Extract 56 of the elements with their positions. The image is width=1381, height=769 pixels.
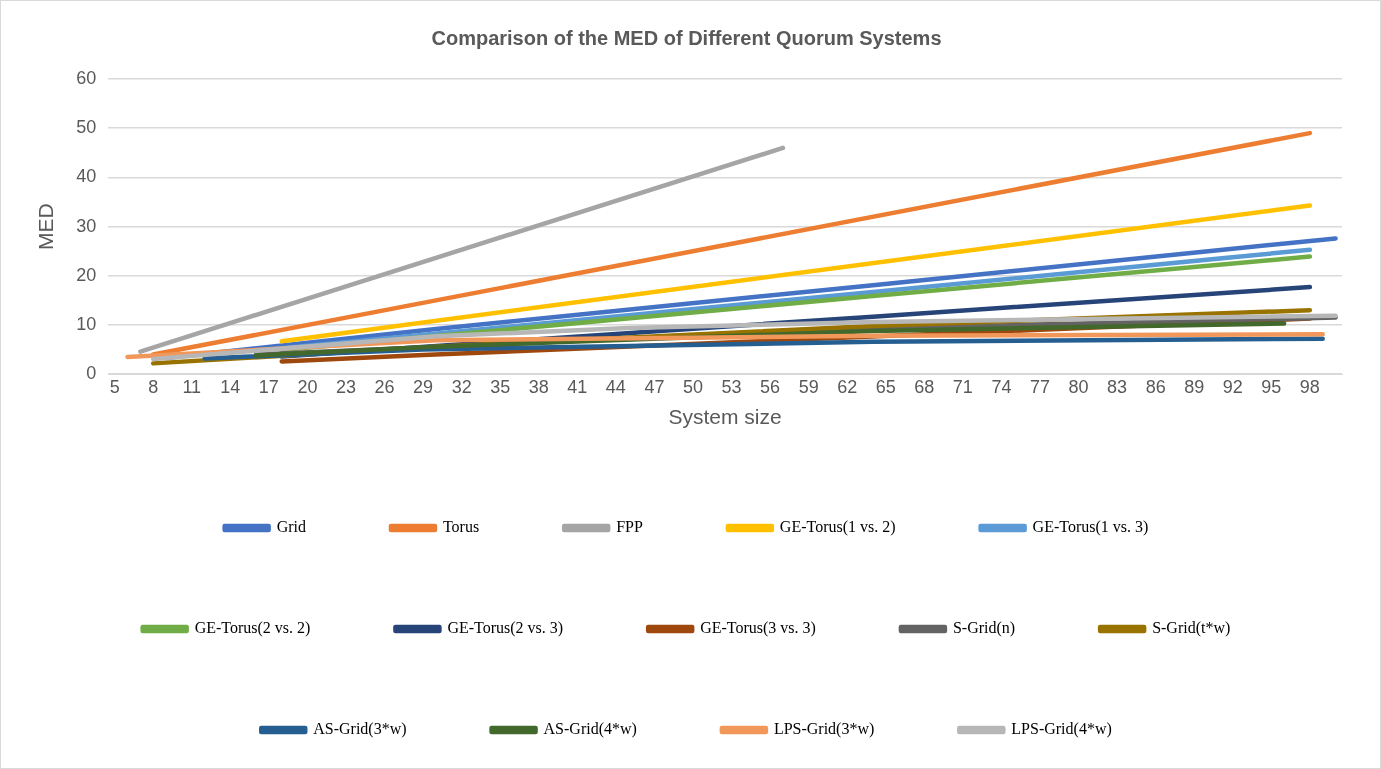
x-tick-label: 62	[837, 376, 858, 397]
x-tick-label: 50	[682, 376, 703, 397]
x-tick-label: 53	[721, 376, 742, 397]
x-tick-label: 68	[914, 376, 935, 397]
x-tick-label: 47	[644, 376, 665, 397]
x-tick-label: 74	[991, 376, 1012, 397]
y-tick-label: 60	[76, 67, 97, 88]
legend-label: LPS-Grid(4*w)	[1011, 720, 1112, 739]
legend-label: Grid	[276, 518, 306, 536]
x-tick-label: 98	[1299, 376, 1320, 397]
x-tick-label: 8	[148, 376, 159, 397]
legend-label: S-Grid(t*w)	[1152, 619, 1231, 638]
legend-label: FPP	[616, 518, 643, 536]
legend-label: AS-Grid(3*w)	[313, 720, 407, 739]
legend-label: LPS-Grid(3*w)	[773, 720, 875, 739]
x-tick-label: 38	[528, 376, 549, 397]
y-tick-label: 20	[76, 264, 97, 285]
x-tick-label: 35	[490, 376, 511, 397]
x-axis-title: System size	[668, 405, 782, 429]
legend-label: S-Grid(n)	[952, 619, 1016, 638]
x-tick-label: 71	[952, 376, 973, 397]
x-tick-label: 65	[875, 376, 896, 397]
chart-title: Comparison of the MED of Different Quorum Systems	[431, 26, 942, 49]
y-tick-label: 0	[86, 363, 97, 384]
x-tick-label: 80	[1068, 376, 1089, 397]
legend-label: GE-Torus(2 vs. 3)	[447, 619, 564, 638]
x-tick-label: 95	[1261, 376, 1282, 397]
x-tick-label: 86	[1145, 376, 1166, 397]
x-tick-label: 59	[798, 376, 819, 397]
x-tick-label: 32	[451, 376, 472, 397]
x-tick-label: 89	[1184, 376, 1205, 397]
x-tick-label: 41	[567, 376, 588, 397]
x-tick-label: 29	[413, 376, 434, 397]
legend-label: AS-Grid(4*w)	[543, 720, 637, 739]
x-tick-label: 11	[182, 376, 202, 397]
x-tick-label: 5	[109, 376, 120, 397]
legend-label: GE-Torus(1 vs. 2)	[779, 518, 896, 537]
legend-label: GE-Torus(2 vs. 2)	[194, 619, 311, 638]
y-axis-title: MED	[34, 203, 58, 250]
x-tick-label: 77	[1029, 376, 1050, 397]
x-tick-label: 20	[297, 376, 318, 397]
x-tick-label: 56	[760, 376, 781, 397]
x-tick-label: 44	[605, 376, 626, 397]
y-tick-label: 10	[76, 313, 97, 334]
x-tick-label: 23	[335, 376, 356, 397]
x-tick-label: 14	[220, 376, 241, 397]
legend-label: GE-Torus(3 vs. 3)	[700, 619, 816, 638]
legend-label: GE-Torus(1 vs. 3)	[1032, 518, 1149, 537]
y-tick-label: 50	[76, 117, 97, 138]
x-tick-label: 17	[258, 376, 279, 397]
y-tick-label: 30	[76, 215, 97, 236]
y-tick-label: 40	[76, 166, 97, 187]
x-tick-label: 26	[374, 376, 395, 397]
x-tick-label: 83	[1107, 376, 1128, 397]
legend-label: Torus	[442, 518, 480, 536]
x-tick-label: 92	[1222, 376, 1243, 397]
